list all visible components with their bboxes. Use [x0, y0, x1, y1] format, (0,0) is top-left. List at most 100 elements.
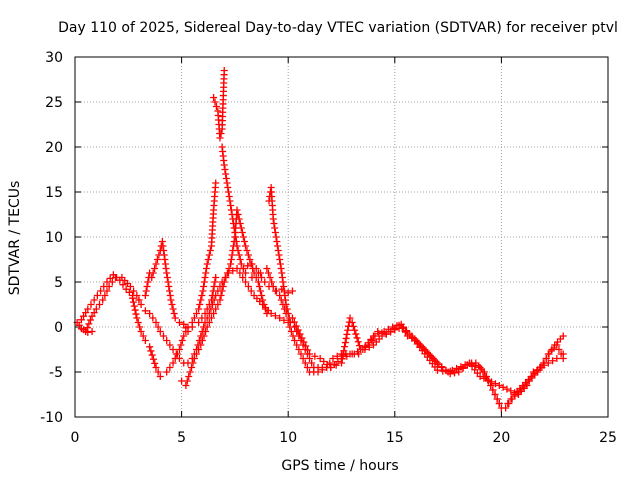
- data-point: [244, 283, 252, 290]
- data-point: [226, 197, 234, 205]
- data-point: [349, 322, 357, 330]
- data-point: [175, 346, 183, 353]
- data-point: [270, 220, 278, 227]
- data-point: [495, 400, 503, 407]
- data-point: [182, 328, 190, 335]
- data-point: [288, 287, 296, 295]
- data-point: [169, 346, 177, 353]
- data-point: [198, 292, 206, 299]
- data-point: [96, 301, 104, 308]
- data-point: [334, 358, 342, 365]
- data-point: [229, 247, 237, 254]
- data-point: [147, 347, 155, 355]
- data-point: [246, 256, 254, 263]
- data-point: [534, 366, 542, 374]
- data-point: [327, 364, 335, 371]
- data-point: [341, 339, 349, 347]
- data-point: [557, 350, 565, 358]
- data-point: [254, 278, 262, 286]
- data-point: [156, 373, 164, 380]
- data-point: [275, 251, 283, 259]
- data-point: [320, 358, 328, 365]
- data-point: [183, 377, 191, 385]
- data-point: [279, 301, 287, 308]
- data-point: [233, 206, 241, 214]
- data-point: [304, 346, 312, 354]
- data-point: [357, 346, 365, 353]
- data-point: [555, 346, 563, 353]
- data-point: [202, 269, 210, 277]
- data-point: [163, 269, 171, 277]
- data-point: [227, 256, 235, 263]
- data-point: [201, 310, 209, 317]
- data-point: [203, 260, 211, 268]
- data-point: [329, 355, 337, 362]
- data-point: [553, 355, 561, 362]
- data-point: [178, 337, 186, 344]
- data-point: [165, 283, 173, 290]
- data-point: [229, 242, 237, 250]
- data-point: [341, 343, 349, 351]
- data-point: [220, 278, 228, 286]
- data-point: [237, 224, 245, 232]
- y-tick-label: -10: [40, 410, 63, 426]
- data-point: [224, 184, 232, 191]
- x-tick-label: 0: [71, 430, 80, 446]
- data-point: [455, 368, 463, 376]
- data-point: [505, 400, 513, 407]
- data-point: [222, 175, 230, 182]
- data-point: [220, 67, 228, 74]
- data-point: [221, 166, 229, 173]
- data-point: [119, 281, 127, 289]
- data-point: [289, 332, 297, 340]
- data-point: [235, 251, 243, 259]
- data-point: [125, 288, 133, 296]
- data-point: [374, 328, 382, 335]
- data-point: [540, 359, 548, 367]
- data-point: [276, 260, 284, 268]
- data-point: [116, 276, 124, 284]
- data-point: [137, 328, 145, 335]
- data-point: [256, 287, 264, 295]
- data-point: [130, 302, 138, 310]
- data-point: [242, 242, 250, 250]
- data-point: [297, 350, 305, 358]
- y-tick-label: 10: [45, 230, 63, 246]
- data-point: [298, 334, 306, 342]
- data-point: [195, 305, 203, 313]
- data-point: [244, 262, 252, 270]
- data-point: [97, 287, 105, 295]
- data-point: [240, 238, 248, 245]
- data-point: [242, 269, 250, 277]
- data-point: [149, 314, 157, 322]
- data-point: [491, 391, 499, 398]
- data-point: [493, 395, 501, 403]
- data-point: [146, 310, 154, 317]
- data-point: [209, 287, 217, 295]
- data-point: [268, 278, 276, 286]
- data-point: [527, 373, 535, 380]
- data-point: [87, 301, 95, 308]
- data-point: [182, 382, 190, 389]
- data-point: [296, 330, 304, 338]
- data-point: [280, 316, 288, 324]
- data-point: [90, 296, 98, 304]
- data-point: [200, 332, 208, 340]
- data-point: [167, 296, 175, 304]
- data-point: [272, 233, 280, 241]
- x-tick-label: 25: [599, 430, 617, 446]
- data-point: [151, 359, 159, 367]
- data-point: [252, 265, 260, 272]
- data-point: [202, 265, 210, 272]
- data-point: [84, 328, 92, 336]
- data-point: [141, 337, 149, 344]
- data-point: [433, 366, 441, 374]
- data-point: [212, 103, 220, 110]
- data-point: [401, 328, 409, 336]
- data-point: [106, 274, 114, 282]
- data-point: [316, 355, 324, 362]
- data-point: [487, 382, 495, 389]
- data-point: [148, 274, 156, 281]
- data-point: [227, 202, 235, 209]
- data-point: [303, 364, 311, 371]
